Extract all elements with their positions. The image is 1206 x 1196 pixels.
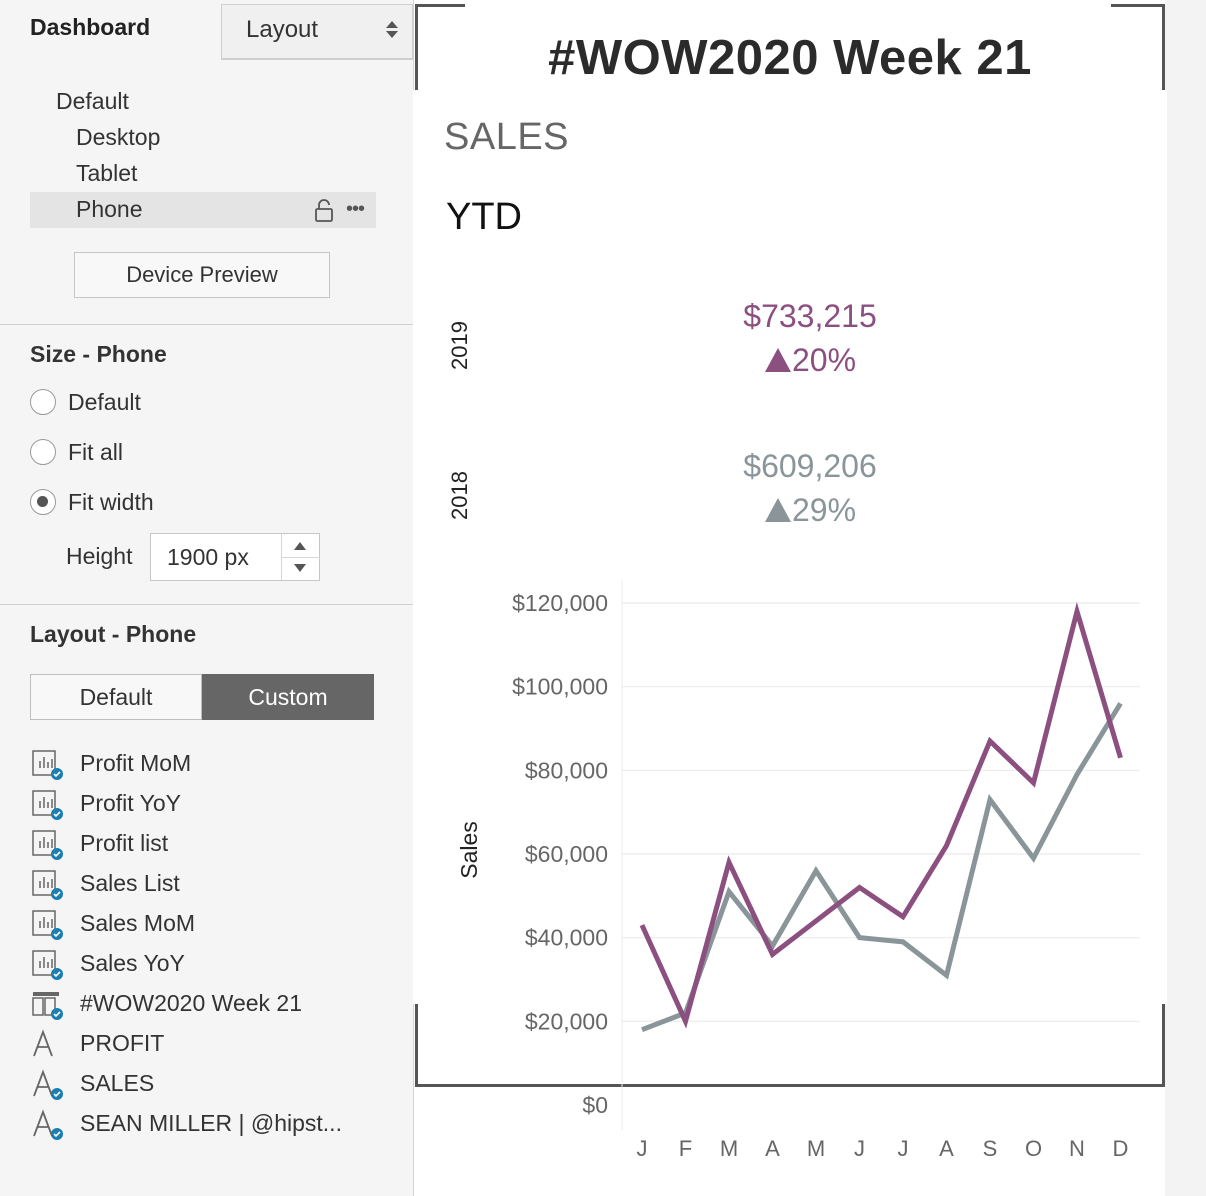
text-object-icon bbox=[33, 1109, 63, 1140]
list-item[interactable]: #WOW2020 Week 21 bbox=[30, 986, 400, 1022]
list-item[interactable]: Sales List bbox=[30, 866, 400, 902]
x-tick-label: J bbox=[637, 1136, 648, 1161]
worksheet-icon bbox=[32, 790, 63, 820]
layout-default-segment[interactable]: Default bbox=[30, 674, 202, 720]
height-label: Height bbox=[66, 543, 133, 569]
divider bbox=[0, 604, 413, 605]
worksheet-icon bbox=[32, 910, 63, 940]
triangle-up-icon bbox=[764, 498, 791, 522]
layout-section-title: Layout - Phone bbox=[30, 621, 197, 647]
x-tick-label: D bbox=[1113, 1136, 1129, 1161]
text-object-icon bbox=[33, 1029, 53, 1057]
x-tick-label: S bbox=[983, 1136, 998, 1161]
triangle-up-icon bbox=[764, 348, 791, 372]
x-tick-label: J bbox=[854, 1136, 865, 1161]
x-tick-label: M bbox=[807, 1136, 825, 1161]
kpi-year-2018: 2018 bbox=[447, 471, 472, 520]
height-stepper[interactable] bbox=[281, 534, 320, 580]
canvas-margin bbox=[1165, 0, 1206, 1196]
kpi-value-2019: $733,215 bbox=[743, 298, 877, 334]
series-line-2019 bbox=[639, 601, 1123, 1029]
y-tick-label: $100,000 bbox=[512, 674, 608, 700]
dashboard-title: #WOW2020 Week 21 bbox=[548, 31, 1032, 85]
step-up-icon[interactable] bbox=[294, 542, 306, 550]
worksheet-icon bbox=[32, 870, 63, 900]
size-fit-all-radio[interactable] bbox=[30, 439, 56, 465]
list-item-label: Sales List bbox=[80, 870, 180, 896]
dashboard-canvas bbox=[414, 0, 1206, 1196]
list-item-label: Sales MoM bbox=[80, 910, 196, 936]
kpi-change-2018-text: 29% bbox=[791, 492, 857, 528]
y-tick-label: $40,000 bbox=[525, 925, 608, 951]
chevron-updown-icon bbox=[386, 21, 398, 41]
text-object-icon bbox=[33, 1069, 63, 1100]
list-item-label: Sales YoY bbox=[80, 950, 185, 976]
divider bbox=[0, 324, 413, 325]
x-tick-label: A bbox=[939, 1136, 954, 1161]
y-axis-label: Sales bbox=[456, 821, 482, 879]
list-item[interactable]: SALES bbox=[30, 1066, 400, 1102]
step-down-icon[interactable] bbox=[294, 564, 306, 572]
worksheet-icon bbox=[32, 830, 63, 860]
list-item[interactable]: PROFIT bbox=[30, 1026, 400, 1062]
x-tick-label: O bbox=[1025, 1136, 1042, 1161]
y-tick-label: $120,000 bbox=[512, 590, 608, 616]
height-value: 1900 px bbox=[167, 544, 249, 570]
layout-custom-segment[interactable]: Custom bbox=[202, 674, 374, 720]
sales-section-title: SALES bbox=[444, 116, 570, 158]
size-fit-width-label: Fit width bbox=[68, 489, 154, 515]
list-item-label: Profit list bbox=[80, 830, 169, 856]
device-desktop[interactable]: Desktop bbox=[76, 124, 161, 150]
size-fit-all-label: Fit all bbox=[68, 439, 123, 465]
series-line-2018 bbox=[641, 702, 1123, 1033]
layout-side-panel: Dashboard Layout Default Desktop Tablet … bbox=[0, 0, 414, 1196]
tab-layout[interactable]: Layout bbox=[221, 4, 413, 60]
list-item[interactable]: SEAN MILLER | @hipst... bbox=[30, 1106, 400, 1142]
kpi-change-2019-text: 20% bbox=[791, 342, 857, 378]
list-item[interactable]: Sales YoY bbox=[30, 946, 400, 982]
list-item-label: PROFIT bbox=[80, 1030, 165, 1056]
worksheet-icon bbox=[32, 950, 63, 980]
height-input[interactable]: 1900 px bbox=[150, 533, 320, 581]
list-item[interactable]: Profit list bbox=[30, 826, 400, 862]
tab-layout-label: Layout bbox=[246, 16, 319, 43]
size-default-radio[interactable] bbox=[30, 389, 56, 415]
kpi-change-2019: 20% bbox=[700, 342, 920, 379]
size-default-label: Default bbox=[68, 389, 141, 415]
y-tick-label: $0 bbox=[582, 1092, 608, 1118]
x-tick-label: M bbox=[720, 1136, 738, 1161]
y-tick-label: $80,000 bbox=[525, 757, 608, 783]
list-item-label: SALES bbox=[80, 1070, 155, 1096]
list-item[interactable]: Sales MoM bbox=[30, 906, 400, 942]
list-item-label: Profit YoY bbox=[80, 790, 182, 816]
ytd-subtitle: YTD bbox=[446, 196, 522, 238]
size-fit-width-radio[interactable] bbox=[30, 489, 56, 515]
device-phone[interactable]: Phone bbox=[76, 196, 143, 222]
device-preview-button[interactable]: Device Preview bbox=[74, 252, 330, 298]
y-tick-label: $20,000 bbox=[525, 1008, 608, 1034]
list-item-label: #WOW2020 Week 21 bbox=[80, 990, 303, 1016]
kpi-value-2018: $609,206 bbox=[743, 448, 877, 484]
x-tick-label: J bbox=[898, 1136, 909, 1161]
sales-line-chart: $0 $20,000 $40,000 $60,000 $80,000 $100,000 $1… bbox=[456, 580, 1140, 1161]
x-tick-label: F bbox=[679, 1136, 692, 1161]
x-tick-label: N bbox=[1069, 1136, 1085, 1161]
y-tick-label: $60,000 bbox=[525, 841, 608, 867]
list-item[interactable]: Profit MoM bbox=[30, 746, 400, 782]
device-default[interactable]: Default bbox=[56, 88, 129, 114]
list-item[interactable]: Profit YoY bbox=[30, 786, 400, 822]
size-section-title: Size - Phone bbox=[30, 341, 167, 367]
kpi-year-2019: 2019 bbox=[447, 321, 472, 370]
container-icon bbox=[32, 992, 63, 1020]
x-tick-label: A bbox=[765, 1136, 780, 1161]
more-options-icon[interactable]: ••• bbox=[346, 198, 365, 220]
kpi-change-2018: 29% bbox=[700, 492, 920, 529]
list-item-label: Profit MoM bbox=[80, 750, 192, 776]
device-tablet[interactable]: Tablet bbox=[76, 160, 138, 186]
unlock-icon[interactable] bbox=[313, 198, 335, 222]
device-phone-row[interactable] bbox=[30, 192, 376, 228]
worksheet-icon bbox=[32, 750, 63, 780]
list-item-label: SEAN MILLER | @hipst... bbox=[80, 1110, 342, 1136]
tab-dashboard[interactable]: Dashboard bbox=[0, 0, 221, 58]
